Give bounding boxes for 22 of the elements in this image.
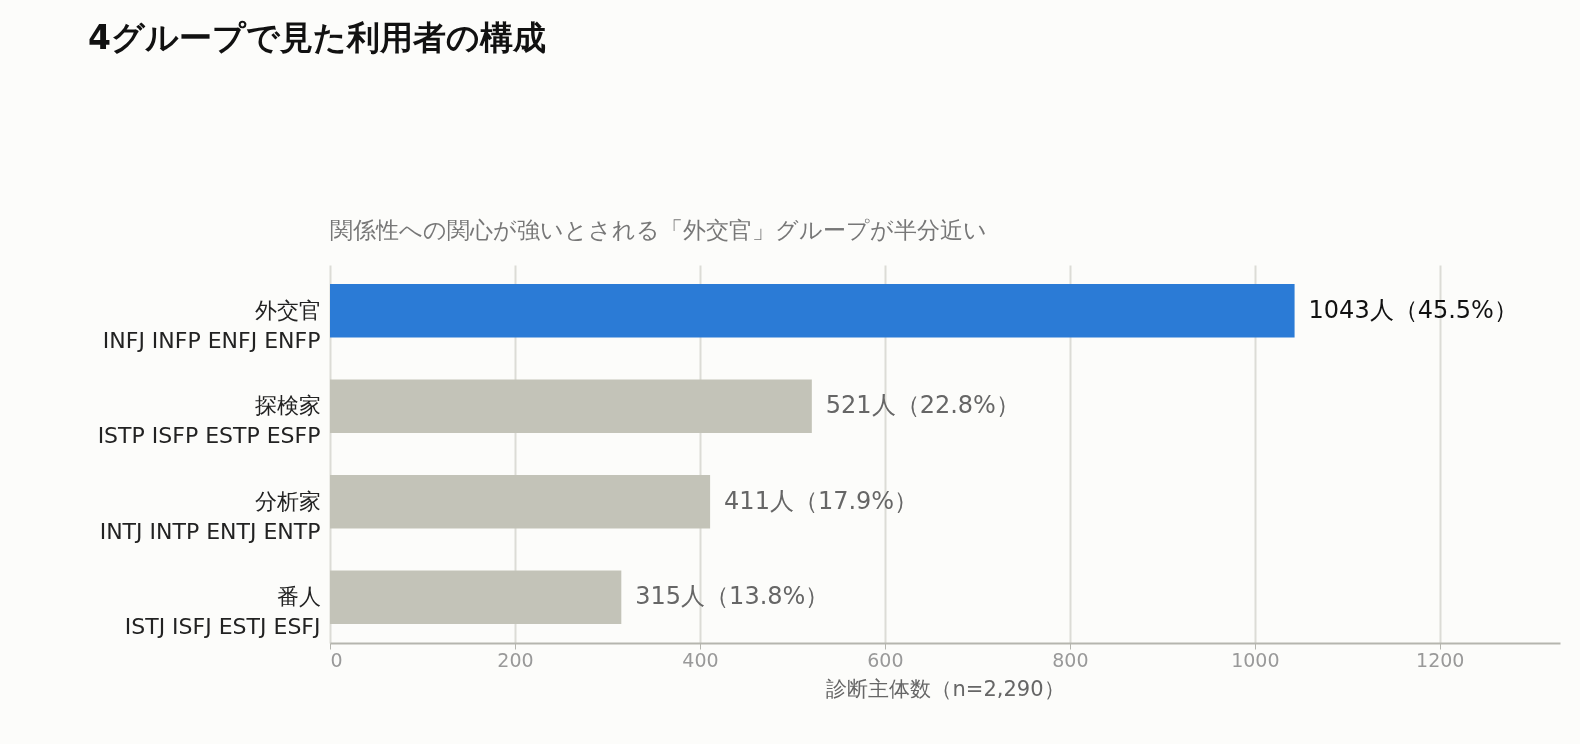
x-tick-label: 1000: [1231, 648, 1280, 671]
x-tick-label: 0: [330, 648, 343, 671]
bar: [330, 475, 711, 529]
data-label: 315人（13.8%）: [635, 582, 830, 611]
data-label: 521人（22.8%）: [825, 391, 1020, 420]
y-tick-label: 探検家 ISTP ISFP ESTP ESFP: [97, 393, 321, 449]
y-tick-label: 分析家 INTJ INTP ENTJ ENTP: [99, 488, 321, 544]
x-tick-label: 800: [1052, 648, 1089, 671]
x-tick-label: 200: [497, 648, 534, 671]
bar: [330, 570, 622, 624]
data-label: 1043人（45.5%）: [1308, 295, 1518, 324]
y-tick-label: 外交官 INFJ INFP ENFJ ENFP: [102, 297, 321, 353]
x-tick-label: 600: [867, 648, 904, 671]
chart-title: 4グループで見た利用者の構成: [88, 17, 546, 59]
bar: [330, 284, 1295, 338]
bar: [330, 379, 812, 433]
x-tick-label: 1200: [1416, 648, 1465, 671]
x-axis-title: 診断主体数（n=2,290）: [826, 676, 1065, 701]
y-tick-label: 番人 ISTJ ISFJ ESTJ ESFJ: [124, 584, 321, 640]
x-tick-label: 400: [682, 648, 719, 671]
chart-subtitle: 関係性への関心が強いとされる「外交官」グループが半分近い: [330, 217, 987, 243]
data-label: 411人（17.9%）: [724, 486, 919, 515]
